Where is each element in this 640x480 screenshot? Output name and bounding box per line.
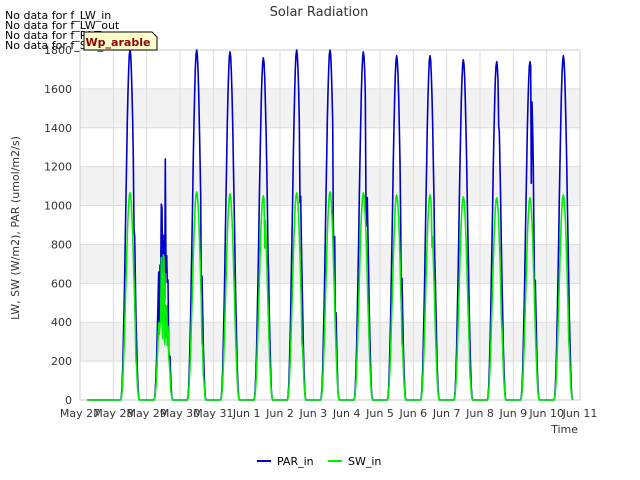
chart-title: Solar Radiation <box>270 5 369 20</box>
legend: PAR_in SW_in <box>257 455 381 468</box>
x-tick-label: Jun 1 <box>232 407 261 420</box>
tooltip-box: Wp_arable <box>83 31 158 51</box>
y-tick-label: 1800 <box>44 44 72 57</box>
y-tick-label: 1200 <box>44 161 72 174</box>
background-bands <box>80 88 580 362</box>
x-tick-label: Jun 8 <box>465 407 494 420</box>
x-tick-label: Jun 4 <box>332 407 361 420</box>
x-tick-label: Jun 11 <box>562 407 598 420</box>
x-tick-label: Jun 5 <box>365 407 394 420</box>
x-tick-label: Jun 7 <box>432 407 461 420</box>
legend-label-sw-in: SW_in <box>348 455 381 468</box>
background-band <box>80 244 580 284</box>
x-tick-label: Jun 3 <box>298 407 327 420</box>
x-tick-label: May 31 <box>193 407 233 420</box>
x-tick-label: Jun 9 <box>498 407 527 420</box>
x-tick-label: Jun 6 <box>398 407 427 420</box>
y-tick-label: 1600 <box>44 83 72 96</box>
x-tick-label: May 29 <box>127 407 167 420</box>
x-tick-label: May 30 <box>160 407 200 420</box>
no-data-lw-in: No data for f_LW_in <box>5 9 112 22</box>
y-tick-label: 800 <box>51 238 72 251</box>
tooltip-shape <box>83 31 158 51</box>
no-data-lw-out: No data for f_LW_out <box>5 19 120 32</box>
background-band <box>80 88 580 128</box>
background-band <box>80 322 580 362</box>
y-tick-label: 1000 <box>44 200 72 213</box>
y-tick-label: 0 <box>65 394 72 407</box>
data-series <box>87 49 574 401</box>
x-tick-label: May 27 <box>60 407 100 420</box>
x-tick-label: May 28 <box>93 407 133 420</box>
x-tick-label: Jun 10 <box>528 407 564 420</box>
x-tick-label: Jun 2 <box>265 407 294 420</box>
series-line-sw-in <box>87 191 574 401</box>
y-tick-label: 600 <box>51 277 72 290</box>
y-tick-label: 400 <box>51 316 72 329</box>
y-axis-label: LW, SW (W/m2), PAR (umol/m2/s) <box>9 136 22 320</box>
legend-label-par-in: PAR_in <box>277 455 314 468</box>
tooltip-label: Wp_arable <box>86 36 151 49</box>
y-tick-label: 1400 <box>44 122 72 135</box>
background-band <box>80 166 580 206</box>
x-axis-label: Time <box>550 423 578 436</box>
y-ticks: 0 200 400 600 800 1000 1200 1400 1600 1800 <box>44 44 72 407</box>
y-tick-label: 200 <box>51 355 72 368</box>
